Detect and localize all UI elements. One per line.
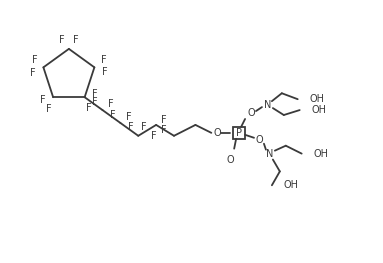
Text: F: F [29,68,35,78]
Text: F: F [110,110,115,120]
Text: F: F [161,115,167,125]
Text: F: F [103,67,108,77]
Text: O: O [247,108,255,118]
Text: O: O [213,128,221,138]
Text: O: O [255,135,263,145]
Text: N: N [264,100,272,110]
Text: F: F [92,89,97,99]
Text: F: F [46,104,52,114]
Text: F: F [126,112,131,122]
Text: F: F [161,125,167,135]
Text: F: F [86,103,92,113]
Text: OH: OH [284,180,299,190]
Text: OH: OH [312,105,327,115]
Text: OH: OH [309,94,325,104]
Text: F: F [141,122,147,132]
Text: F: F [108,99,113,109]
Bar [233,127,245,139]
Text: N: N [266,149,273,159]
Text: F: F [40,95,46,105]
Text: F: F [92,97,97,107]
Text: F: F [59,35,65,45]
Text: F: F [151,131,157,141]
Text: O: O [226,155,234,165]
Text: F: F [128,122,133,132]
Text: P: P [236,128,242,138]
Text: F: F [73,35,79,45]
Text: F: F [100,55,106,65]
Text: F: F [32,55,37,65]
Text: OH: OH [314,149,329,159]
